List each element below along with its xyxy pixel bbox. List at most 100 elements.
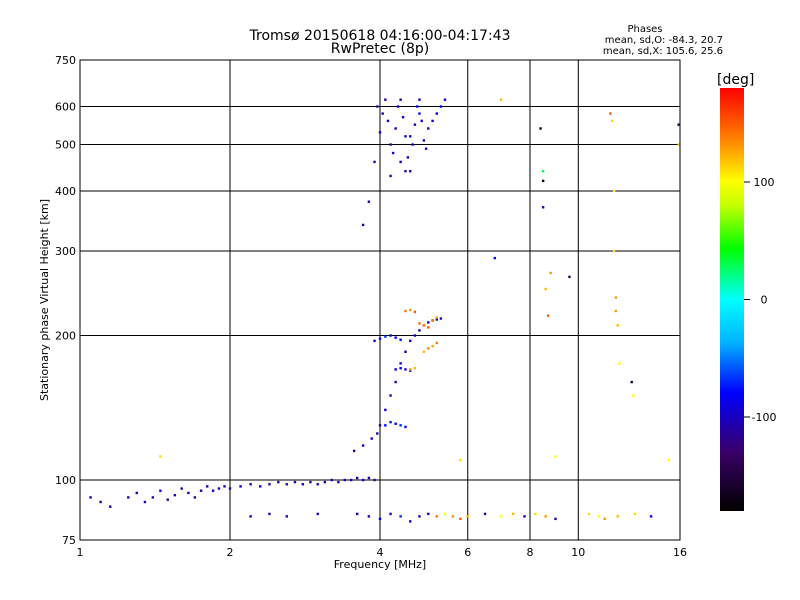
data-point [493,256,497,260]
x-tick-label: 16 [673,546,687,559]
phases-o-line: mean, sd,O: -84.3, 20.7 [605,35,723,46]
data-point [399,424,402,427]
data-point [630,380,633,384]
data-point [211,489,215,492]
data-point [443,98,447,101]
data-point [166,498,169,501]
data-point [389,334,392,337]
data-point [499,515,503,518]
data-point [109,505,112,508]
y-tick-label: 300 [55,245,76,258]
x-tick-label: 4 [377,546,384,559]
data-point [396,105,400,108]
data-point [409,308,412,312]
data-point [439,105,443,108]
data-point [277,480,280,484]
data-point [409,169,412,173]
y-tick-label: 400 [55,185,76,198]
data-point [337,480,340,484]
data-point [409,339,412,343]
y-tick-label: 750 [55,54,76,67]
data-point [343,478,347,482]
data-point [370,437,373,440]
colorbar-tick-label: 100 [754,176,775,189]
data-point [268,483,271,486]
data-point [546,314,550,317]
y-tick-label: 100 [55,474,76,487]
x-tick-label: 8 [527,546,534,559]
data-point [616,324,619,327]
data-point [373,478,376,482]
data-point [418,112,421,115]
data-point [389,420,392,424]
data-point [355,476,359,480]
data-point [443,512,447,516]
data-point [411,143,414,146]
data-point [378,424,382,427]
data-point [424,147,428,150]
data-point [611,119,614,123]
data-point [361,223,365,227]
data-point [301,483,305,486]
data-point [544,515,547,518]
data-point [614,296,618,299]
data-point [285,515,288,518]
data-point [239,485,242,488]
chart-title: Tromsø 20150618 04:16:00-04:17:43 [249,28,511,44]
data-point [180,487,183,490]
data-point [677,123,680,126]
data-point [431,119,434,123]
phases-x-line: mean, sd,X: 105.6, 25.6 [603,46,723,57]
data-point [435,112,438,115]
x-tick-label: 6 [464,546,471,559]
data-point [373,339,376,343]
data-point [367,515,371,518]
data-point [89,496,92,499]
plot-frame [79,59,681,541]
data-point [399,98,402,101]
data-point [435,318,438,321]
data-point [418,515,421,518]
data-point [401,116,405,119]
data-point [367,476,371,480]
data-point [355,512,359,516]
data-point [187,491,190,495]
data-point [391,151,395,155]
data-point [597,515,601,518]
data-point [541,179,545,183]
data-point [399,515,402,518]
colorbar [720,88,744,511]
data-point [394,380,397,384]
data-point [249,515,252,518]
data-point [422,324,426,327]
chart-subtitle: RwPretec (8p) [331,41,429,57]
data-point [541,169,545,173]
data-point [415,105,419,108]
data-point [389,512,392,516]
x-tick-label: 2 [227,546,234,559]
data-point [293,480,297,484]
data-point [151,496,155,499]
data-point [384,335,387,338]
data-point [677,143,680,146]
data-point [418,329,421,332]
data-point [404,309,407,313]
data-point [399,338,402,341]
data-point [404,368,407,371]
data-points [89,98,680,523]
data-point [376,432,379,435]
data-point [378,337,382,340]
phases-box-title: Phases [627,24,662,35]
data-point [361,444,365,447]
data-point [259,485,262,488]
data-point [381,112,384,115]
data-point [534,512,537,516]
data-point [404,425,407,429]
data-point [399,362,402,365]
data-point [413,310,417,314]
data-point [614,309,618,313]
data-point [367,200,371,203]
data-point [399,366,402,370]
y-tick-label: 200 [55,330,76,343]
